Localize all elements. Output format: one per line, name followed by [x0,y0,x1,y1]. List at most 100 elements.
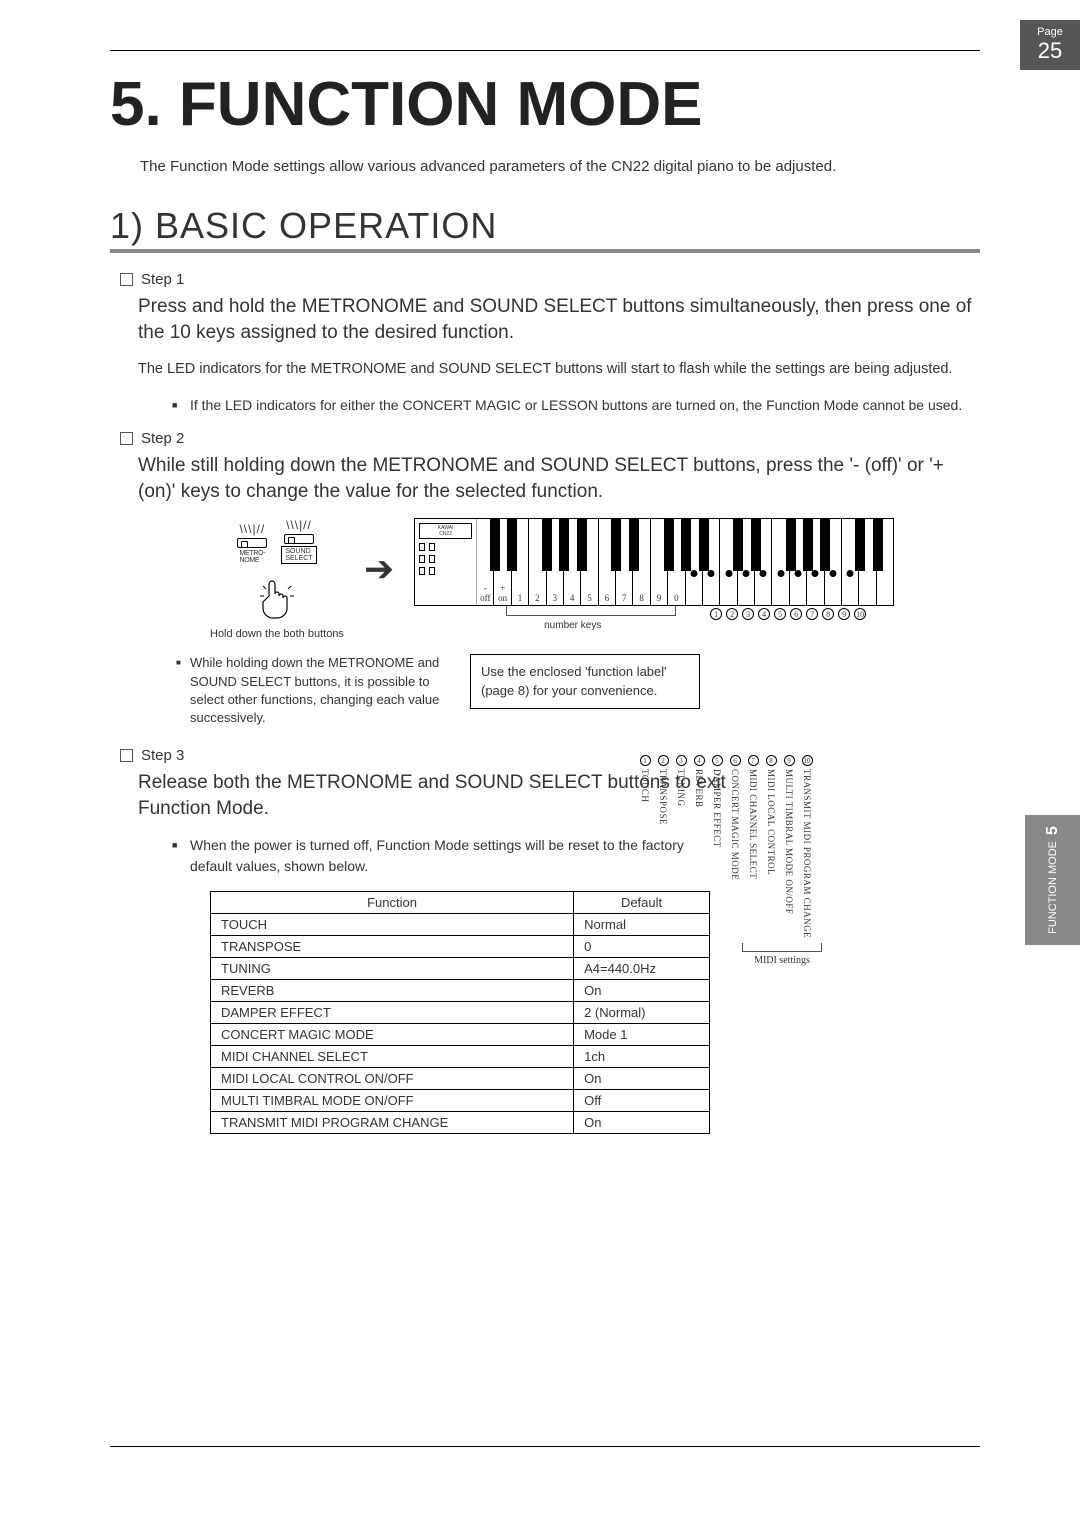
table-cell: Mode 1 [574,1024,710,1046]
table-row: MIDI CHANNEL SELECT1ch [211,1046,710,1068]
side-tab-text: FUNCTION MODE [1047,841,1059,934]
step1-bullet: If the LED indicators for either the CON… [190,395,980,416]
table-cell: CONCERT MAGIC MODE [211,1024,574,1046]
circled-number: 7 [748,755,759,766]
function-dot-icon [690,570,697,577]
function-dot-icon [812,570,819,577]
function-dot-icon [742,570,749,577]
circled-number: 10 [854,608,866,620]
circled-number: 9 [784,755,795,766]
step1-label: Step 1 [141,271,184,288]
circled-number: 10 [802,755,813,766]
vertical-label-text: CONCERT MAGIC MODE [730,769,740,880]
top-rule [110,50,980,51]
step2-label: Step 2 [141,430,184,447]
number-keys-label: number keys [544,620,601,631]
table-cell: On [574,980,710,1002]
step3-label: Step 3 [141,747,184,764]
black-key [542,519,552,571]
intro-text: The Function Mode settings allow various… [140,158,980,175]
table-row: TUNINGA4=440.0Hz [211,958,710,980]
vertical-function-label: 8MIDI LOCAL CONTROL [764,755,778,938]
table-cell: TRANSPOSE [211,936,574,958]
table-cell: TUNING [211,958,574,980]
key-label: 7 [616,593,632,603]
black-key [611,519,621,571]
vertical-label-text: TUNING [676,769,686,807]
table-row: DAMPER EFFECT2 (Normal) [211,1002,710,1024]
circled-number: 2 [726,608,738,620]
vertical-function-label: 10 TRANSMIT MIDI PROGRAM CHANGE [800,755,814,938]
key-label: 9 [651,593,667,603]
sound-select-button-icon [284,534,314,544]
table-row: CONCERT MAGIC MODEMode 1 [211,1024,710,1046]
function-dot-icon [777,570,784,577]
black-key [664,519,674,571]
checkbox-icon [120,749,133,762]
vertical-label-text: TRANSMIT MIDI PROGRAM CHANGE [802,769,812,938]
key-label: 1 [512,593,528,603]
key-label: 4 [564,593,580,603]
black-key [629,519,639,571]
bottom-rule [110,1446,980,1447]
black-key [820,519,830,571]
checkbox-icon [120,432,133,445]
function-dot-icon [847,570,854,577]
circled-number: 3 [676,755,687,766]
black-key [507,519,517,571]
metronome-button-icon [237,538,267,548]
black-key [699,519,709,571]
black-key [490,519,500,571]
finger-press-icon [257,576,297,620]
function-dot-icon [708,570,715,577]
vertical-function-label: 5 DAMPER EFFECT [710,755,724,938]
vertical-label-text: TRANSPOSE [658,769,668,825]
step1-sub: The LED indicators for the METRONOME and… [138,359,980,381]
step1-line: Step 1 [120,271,980,288]
key-label: 5 [581,593,597,603]
led-rays-icon: \\\|// [239,522,265,536]
step2-body: While still holding down the METRONOME a… [138,453,980,504]
vertical-label-text: TOUCH [640,769,650,802]
midi-settings-label: MIDI settings [742,955,822,966]
vertical-label-text: MIDI CHANNEL SELECT [748,769,758,879]
key-label: 8 [633,593,649,603]
page-number: 25 [1020,38,1080,64]
black-key [786,519,796,571]
keyboard-diagram: KAWAI CN22 - off+ on1234567890 number ke… [414,518,894,644]
section-title: 1) BASIC OPERATION [110,205,980,253]
vertical-function-label: 6CONCERT MAGIC MODE [728,755,742,938]
circled-number: 7 [806,608,818,620]
circled-number: 5 [774,608,786,620]
table-cell: 1ch [574,1046,710,1068]
table-cell: TRANSMIT MIDI PROGRAM CHANGE [211,1112,574,1134]
table-cell: DAMPER EFFECT [211,1002,574,1024]
table-row: REVERBOn [211,980,710,1002]
table-cell: REVERB [211,980,574,1002]
black-key [577,519,587,571]
circled-number: 5 [712,755,723,766]
function-dot-icon [725,570,732,577]
kb-left-panel: KAWAI CN22 [415,519,477,605]
table-row: MIDI LOCAL CONTROL ON/OFFOn [211,1068,710,1090]
hold-caption: Hold down the both buttons [210,628,344,640]
side-tab: FUNCTION MODE 5 [1025,815,1080,945]
table-cell: A4=440.0Hz [574,958,710,980]
table-row: TRANSPOSE0 [211,936,710,958]
key-label: + on [494,583,510,603]
black-key [751,519,761,571]
circled-number: 3 [742,608,754,620]
vertical-label-text: DAMPER EFFECT [712,769,722,848]
chapter-title: 5. FUNCTION MODE [110,69,980,140]
step3-line: Step 3 [120,747,980,764]
side-tab-num: 5 [1044,826,1062,835]
table-cell: Off [574,1090,710,1112]
circled-number: 2 [658,755,669,766]
circled-number: 8 [766,755,777,766]
black-key [855,519,865,571]
table-cell: 0 [574,936,710,958]
metronome-label: METRO- NOME [239,550,265,564]
step2-line: Step 2 [120,430,980,447]
vertical-function-label: 7 MIDI CHANNEL SELECT [746,755,760,938]
circled-number: 4 [694,755,705,766]
